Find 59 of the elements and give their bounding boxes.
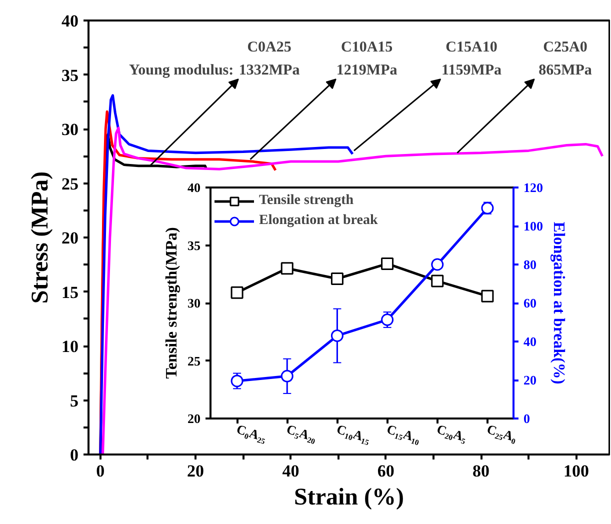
point [481,290,494,302]
x-tick-label: C₁₀A₁₅ [334,421,372,446]
y-tick-label: 10 [62,337,78,356]
annotation: 1159MPa [442,62,502,78]
y2-tick-label: 0 [524,411,530,426]
y2-axis-title: Elongation at break(%) [550,222,567,384]
point [330,272,344,285]
y-tick-label: 20 [62,228,78,248]
y2-tick-label: 120 [524,180,543,195]
y2-tick-label: 60 [524,296,536,310]
x-tick-label: 0 [96,462,105,480]
point [431,258,444,271]
annotation: 865MPa [538,62,592,78]
x-tick-label: C₂₅A₀ [485,421,519,445]
x-tick-label: 80 [472,462,490,480]
annotation: C15A10 [446,40,498,56]
point [280,370,294,382]
y2-tick-label: 20 [524,372,536,388]
x-tick-label: C₂₀A₅ [435,421,469,445]
y-tick-label: 30 [188,296,200,310]
point [230,374,244,388]
legend-label: Elongation at break [259,213,378,229]
y-tick-label: 15 [62,282,78,302]
y-tick-label: 40 [188,180,200,195]
annotation: C10A15 [341,40,393,56]
point [230,286,244,299]
y-tick-label: 35 [188,238,201,253]
x-tick-label: 100 [563,462,589,480]
x-axis-title: Strain (%) [294,484,404,510]
point [330,329,344,342]
y-tick-label: 30 [62,120,78,139]
x-tick-label: C₀A₂₅ [234,421,268,445]
y-tick-label: 25 [62,174,78,194]
y-tick-label: 25 [188,353,201,368]
x-tick-label: C₁₅A₁₀ [385,421,422,446]
y-tick-label: 20 [188,411,200,426]
x-tick-label: 60 [377,462,394,480]
annotation: C25A0 [543,40,588,56]
legend-label: Tensile strength [259,193,354,209]
y-tick-label: 5 [70,391,78,410]
y2-tick-label: 80 [524,257,536,272]
annotation: Young modulus: [128,62,234,78]
annotation: 1219MPa [336,62,398,78]
point [431,274,444,288]
y-tick-label: 0 [70,446,78,464]
y2-tick-label: 40 [524,334,536,349]
x-tick-label: 40 [282,462,300,480]
point [381,257,394,270]
x-tick-label: C₅A₂₀ [284,421,319,445]
y-axis-title: Stress (MPa) [28,171,54,304]
y-axis-title: Tensile strength(MPa) [164,227,180,379]
y-tick-label: 40 [62,12,78,30]
annotation: C0A25 [247,40,292,56]
annotation: 1332MPa [238,62,300,78]
point [381,314,394,326]
line-series [102,126,604,454]
y-tick-label: 35 [62,66,78,85]
point [280,262,294,275]
y2-tick-label: 100 [524,218,543,234]
